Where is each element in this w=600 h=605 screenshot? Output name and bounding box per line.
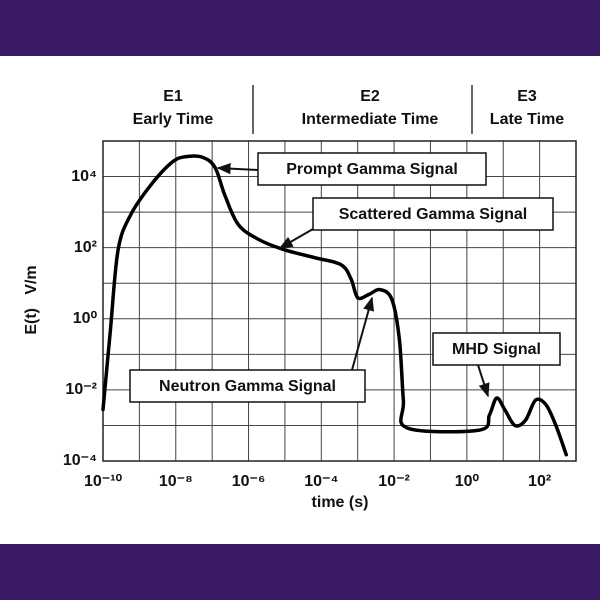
region-label: E1 xyxy=(163,88,183,105)
annotation-text: MHD Signal xyxy=(452,341,541,358)
y-axis-label: E(t) V/m xyxy=(23,265,40,334)
y-tick-label: 10⁰ xyxy=(73,310,98,327)
signal-line xyxy=(101,154,569,457)
region-label: E2 xyxy=(360,88,380,105)
x-tick-label: 10⁻⁴ xyxy=(304,473,338,490)
y-tick-label: 10⁻⁴ xyxy=(63,452,97,469)
region-name: Late Time xyxy=(490,111,565,128)
annotation-text: Prompt Gamma Signal xyxy=(286,161,458,178)
annotation-arrow xyxy=(216,163,259,175)
y-tick-label: 10⁻² xyxy=(65,381,97,398)
y-tick-label: 10⁴ xyxy=(71,168,97,185)
y-tick-label: 10² xyxy=(74,239,97,256)
x-tick-label: 10⁰ xyxy=(455,473,480,490)
plot-border xyxy=(102,140,577,462)
x-tick-label: 10⁻¹⁰ xyxy=(84,473,123,490)
region-name: Early Time xyxy=(133,111,214,128)
annotation-arrow xyxy=(477,364,490,398)
annotation-arrow xyxy=(351,296,375,371)
annotation-box xyxy=(129,369,366,403)
x-tick-label: 10⁻⁶ xyxy=(232,473,266,490)
annotation-box xyxy=(312,197,554,231)
annotation-text: Neutron Gamma Signal xyxy=(159,378,336,395)
x-tick-label: 10² xyxy=(528,473,551,490)
annotation-text: Scattered Gamma Signal xyxy=(339,206,528,223)
annotation-box xyxy=(257,152,487,186)
annotation-box xyxy=(432,332,561,366)
region-label: E3 xyxy=(517,88,537,105)
panel xyxy=(0,56,600,544)
x-tick-label: 10⁻² xyxy=(378,473,410,490)
x-axis-label: time (s) xyxy=(312,494,369,511)
region-name: Intermediate Time xyxy=(302,111,439,128)
x-tick-label: 10⁻⁸ xyxy=(159,473,193,490)
